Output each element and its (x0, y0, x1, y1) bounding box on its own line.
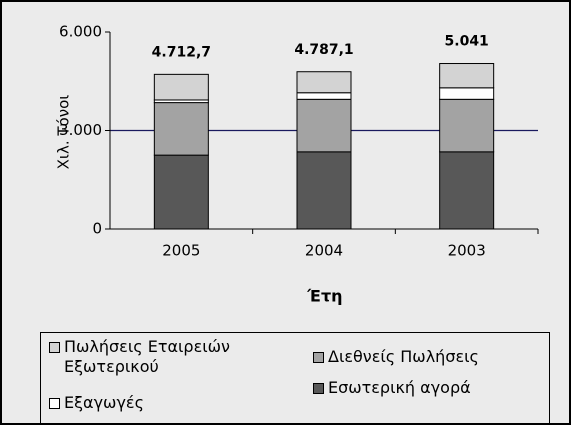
legend-label: Διεθνείς Πωλήσεις (328, 347, 479, 366)
total-label: 5.041 (445, 33, 489, 49)
x-tick-label: 2003 (448, 242, 486, 260)
y-axis-label: Χιλ. Τόνοι (55, 95, 73, 170)
total-label: 4.712,7 (152, 44, 211, 60)
legend-swatch (313, 352, 324, 363)
bar-segment (439, 63, 495, 89)
legend: Εσωτερική αγορά Διεθνείς Πωλήσεις Εξαγωγές… (40, 332, 550, 423)
total-label: 4.787,1 (294, 42, 353, 58)
legend-label: Πωλήσεις Εταιρειών Εξωτερικού (64, 337, 230, 376)
bar-segment (153, 154, 209, 230)
bar-segment (439, 87, 495, 100)
bar-segment (439, 151, 495, 230)
legend-label: Εσωτερική αγορά (328, 378, 471, 397)
bar-segment (296, 98, 352, 153)
bar-segment (439, 98, 495, 153)
legend-swatch (49, 398, 60, 409)
bar-segment (153, 102, 209, 156)
y-tick-label: 6.000 (59, 23, 102, 41)
legend-item: Εσωτερική αγορά (313, 378, 543, 398)
y-tick-label: 3.000 (59, 121, 102, 139)
x-tick-label: 2004 (305, 242, 343, 260)
legend-item: Πωλήσεις Εταιρειών Εξωτερικού (49, 337, 289, 377)
y-tick-label: 0 (92, 220, 102, 238)
legend-item: Διεθνείς Πωλήσεις (313, 347, 543, 367)
bar-segment (153, 73, 209, 101)
x-tick-label: 2005 (162, 242, 200, 260)
x-axis-label: Έτη (306, 287, 342, 306)
legend-swatch (49, 342, 60, 353)
bar-segment (296, 151, 352, 230)
legend-item: Εξαγωγές (49, 393, 289, 413)
legend-swatch (313, 383, 324, 394)
bar-segment (296, 71, 352, 94)
bar-segment (296, 92, 352, 100)
legend-label: Εξαγωγές (64, 393, 144, 412)
